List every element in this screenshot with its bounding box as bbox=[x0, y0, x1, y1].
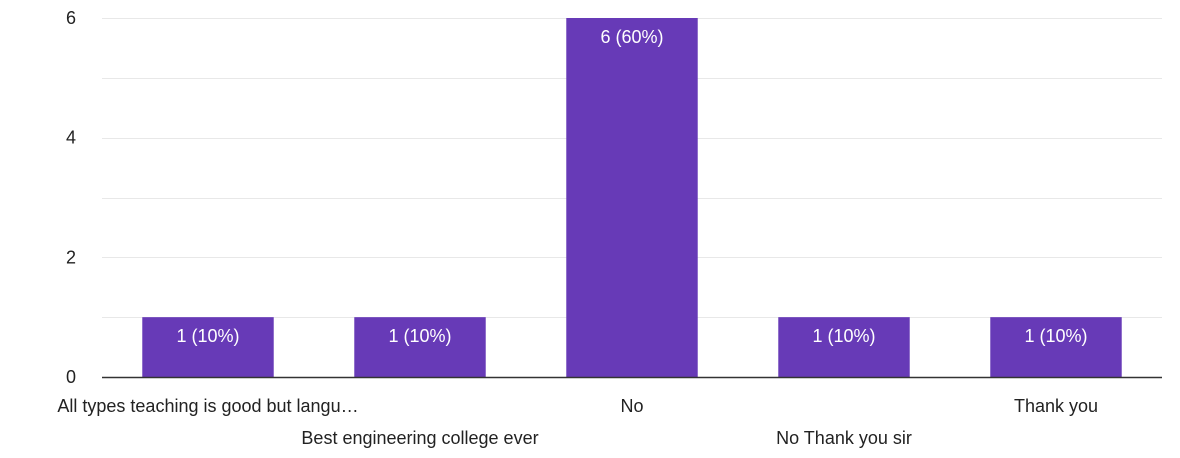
bar bbox=[142, 317, 274, 377]
y-tick-label: 0 bbox=[66, 367, 76, 387]
y-tick-label: 2 bbox=[66, 247, 76, 267]
bars bbox=[142, 18, 1122, 377]
x-tick-label: Thank you bbox=[1014, 396, 1098, 416]
bar bbox=[566, 18, 698, 377]
x-axis-ticks: All types teaching is good but langu… Bes… bbox=[57, 396, 1098, 448]
bar-data-label: 6 (60%) bbox=[600, 27, 663, 47]
bar bbox=[778, 317, 910, 377]
bar bbox=[990, 317, 1122, 377]
x-tick-label: No bbox=[620, 396, 643, 416]
y-tick-label: 6 bbox=[66, 8, 76, 28]
data-labels: 1 (10%) 1 (10%) 6 (60%) 1 (10%) 1 (10%) bbox=[176, 27, 1087, 346]
bar-data-label: 1 (10%) bbox=[812, 326, 875, 346]
x-tick-label: No Thank you sir bbox=[776, 428, 912, 448]
bar-data-label: 1 (10%) bbox=[388, 326, 451, 346]
x-tick-label: Best engineering college ever bbox=[301, 428, 538, 448]
bar-data-label: 1 (10%) bbox=[1024, 326, 1087, 346]
bar-data-label: 1 (10%) bbox=[176, 326, 239, 346]
y-axis-ticks: 0 2 4 6 bbox=[66, 8, 76, 387]
x-tick-label: All types teaching is good but langu… bbox=[57, 396, 358, 416]
bar bbox=[354, 317, 486, 377]
y-tick-label: 4 bbox=[66, 128, 76, 148]
